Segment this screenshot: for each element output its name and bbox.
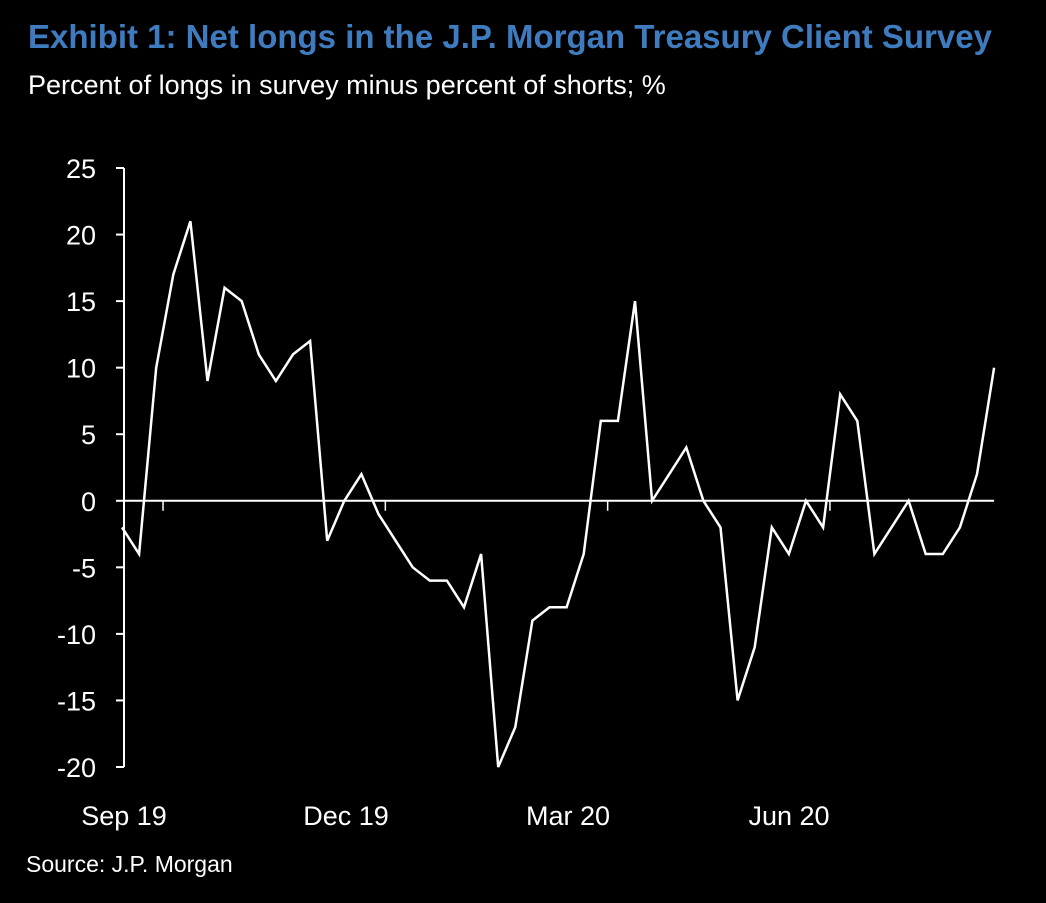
y-tick-label: 10 [66, 354, 96, 384]
y-tick-label: 15 [66, 287, 96, 317]
y-axis: 25 20 15 10 5 0 -5 -10 -15 -20 [57, 154, 125, 783]
series [120, 220, 996, 768]
x-tick-label: Dec 19 [303, 801, 389, 831]
chart-title: Exhibit 1: Net longs in the J.P. Morgan … [28, 18, 992, 55]
y-tick-label: 20 [66, 221, 96, 251]
y-tick-label: -15 [57, 686, 96, 716]
y-tick-label: 0 [81, 487, 96, 517]
series-line [120, 220, 996, 768]
x-tick-label: Jun 20 [748, 801, 829, 831]
x-tick-label: Sep 19 [81, 801, 167, 831]
x-axis: Sep 19 Dec 19 Mar 20 Jun 20 [81, 499, 995, 831]
y-tick-label: 5 [81, 420, 96, 450]
y-tick-label: -5 [72, 553, 96, 583]
y-tick-label: -20 [57, 753, 96, 783]
y-tick-label: -10 [57, 620, 96, 650]
source-note: Source: J.P. Morgan [26, 851, 233, 877]
x-tick-label: Mar 20 [526, 801, 610, 831]
y-tick-label: 25 [66, 154, 96, 184]
chart-subtitle: Percent of longs in survey minus percent… [28, 70, 666, 100]
